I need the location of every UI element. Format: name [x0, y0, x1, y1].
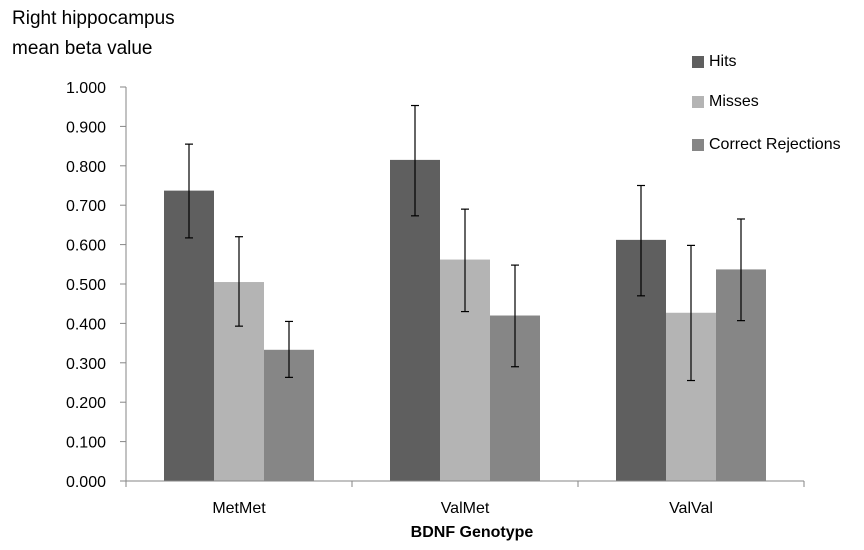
- y-tick-label: 1.000: [66, 80, 106, 97]
- legend-swatch-hits: [692, 56, 704, 68]
- legend-swatch-correct-rejections: [692, 139, 704, 151]
- legend-label-hits: Hits: [709, 53, 737, 70]
- y-axis-title-line-1: Right hippocampus: [12, 8, 175, 29]
- x-tick-label: ValMet: [441, 500, 490, 517]
- legend-item-correct-rejections: Correct Rejections: [692, 135, 841, 155]
- legend-label-misses: Misses: [709, 93, 759, 110]
- x-tick-label: ValVal: [669, 500, 713, 517]
- y-tick-label: 0.300: [66, 356, 106, 373]
- legend-label-correct-rejections: Correct Rejections: [709, 136, 841, 153]
- y-tick-label: 0.800: [66, 159, 106, 176]
- x-axis-title: BDNF Genotype: [0, 524, 864, 542]
- y-tick-label: 0.500: [66, 277, 106, 294]
- y-tick-label: 0.700: [66, 198, 106, 215]
- bar-hits: [164, 190, 214, 481]
- x-tick-label: MetMet: [212, 500, 266, 517]
- legend-swatch-misses: [692, 96, 704, 108]
- y-tick-label: 0.200: [66, 395, 106, 412]
- y-axis-title-line-2: mean beta value: [12, 38, 153, 59]
- y-tick-label: 0.600: [66, 238, 106, 255]
- y-tick-label: 0.000: [66, 474, 106, 491]
- y-tick-label: 0.900: [66, 119, 106, 136]
- x-axis-title-text: BDNF Genotype: [410, 524, 534, 541]
- legend-item-misses: Misses: [692, 92, 759, 112]
- y-tick-label: 0.100: [66, 435, 106, 452]
- y-tick-label: 0.400: [66, 316, 106, 333]
- legend-item-hits: Hits: [692, 52, 737, 72]
